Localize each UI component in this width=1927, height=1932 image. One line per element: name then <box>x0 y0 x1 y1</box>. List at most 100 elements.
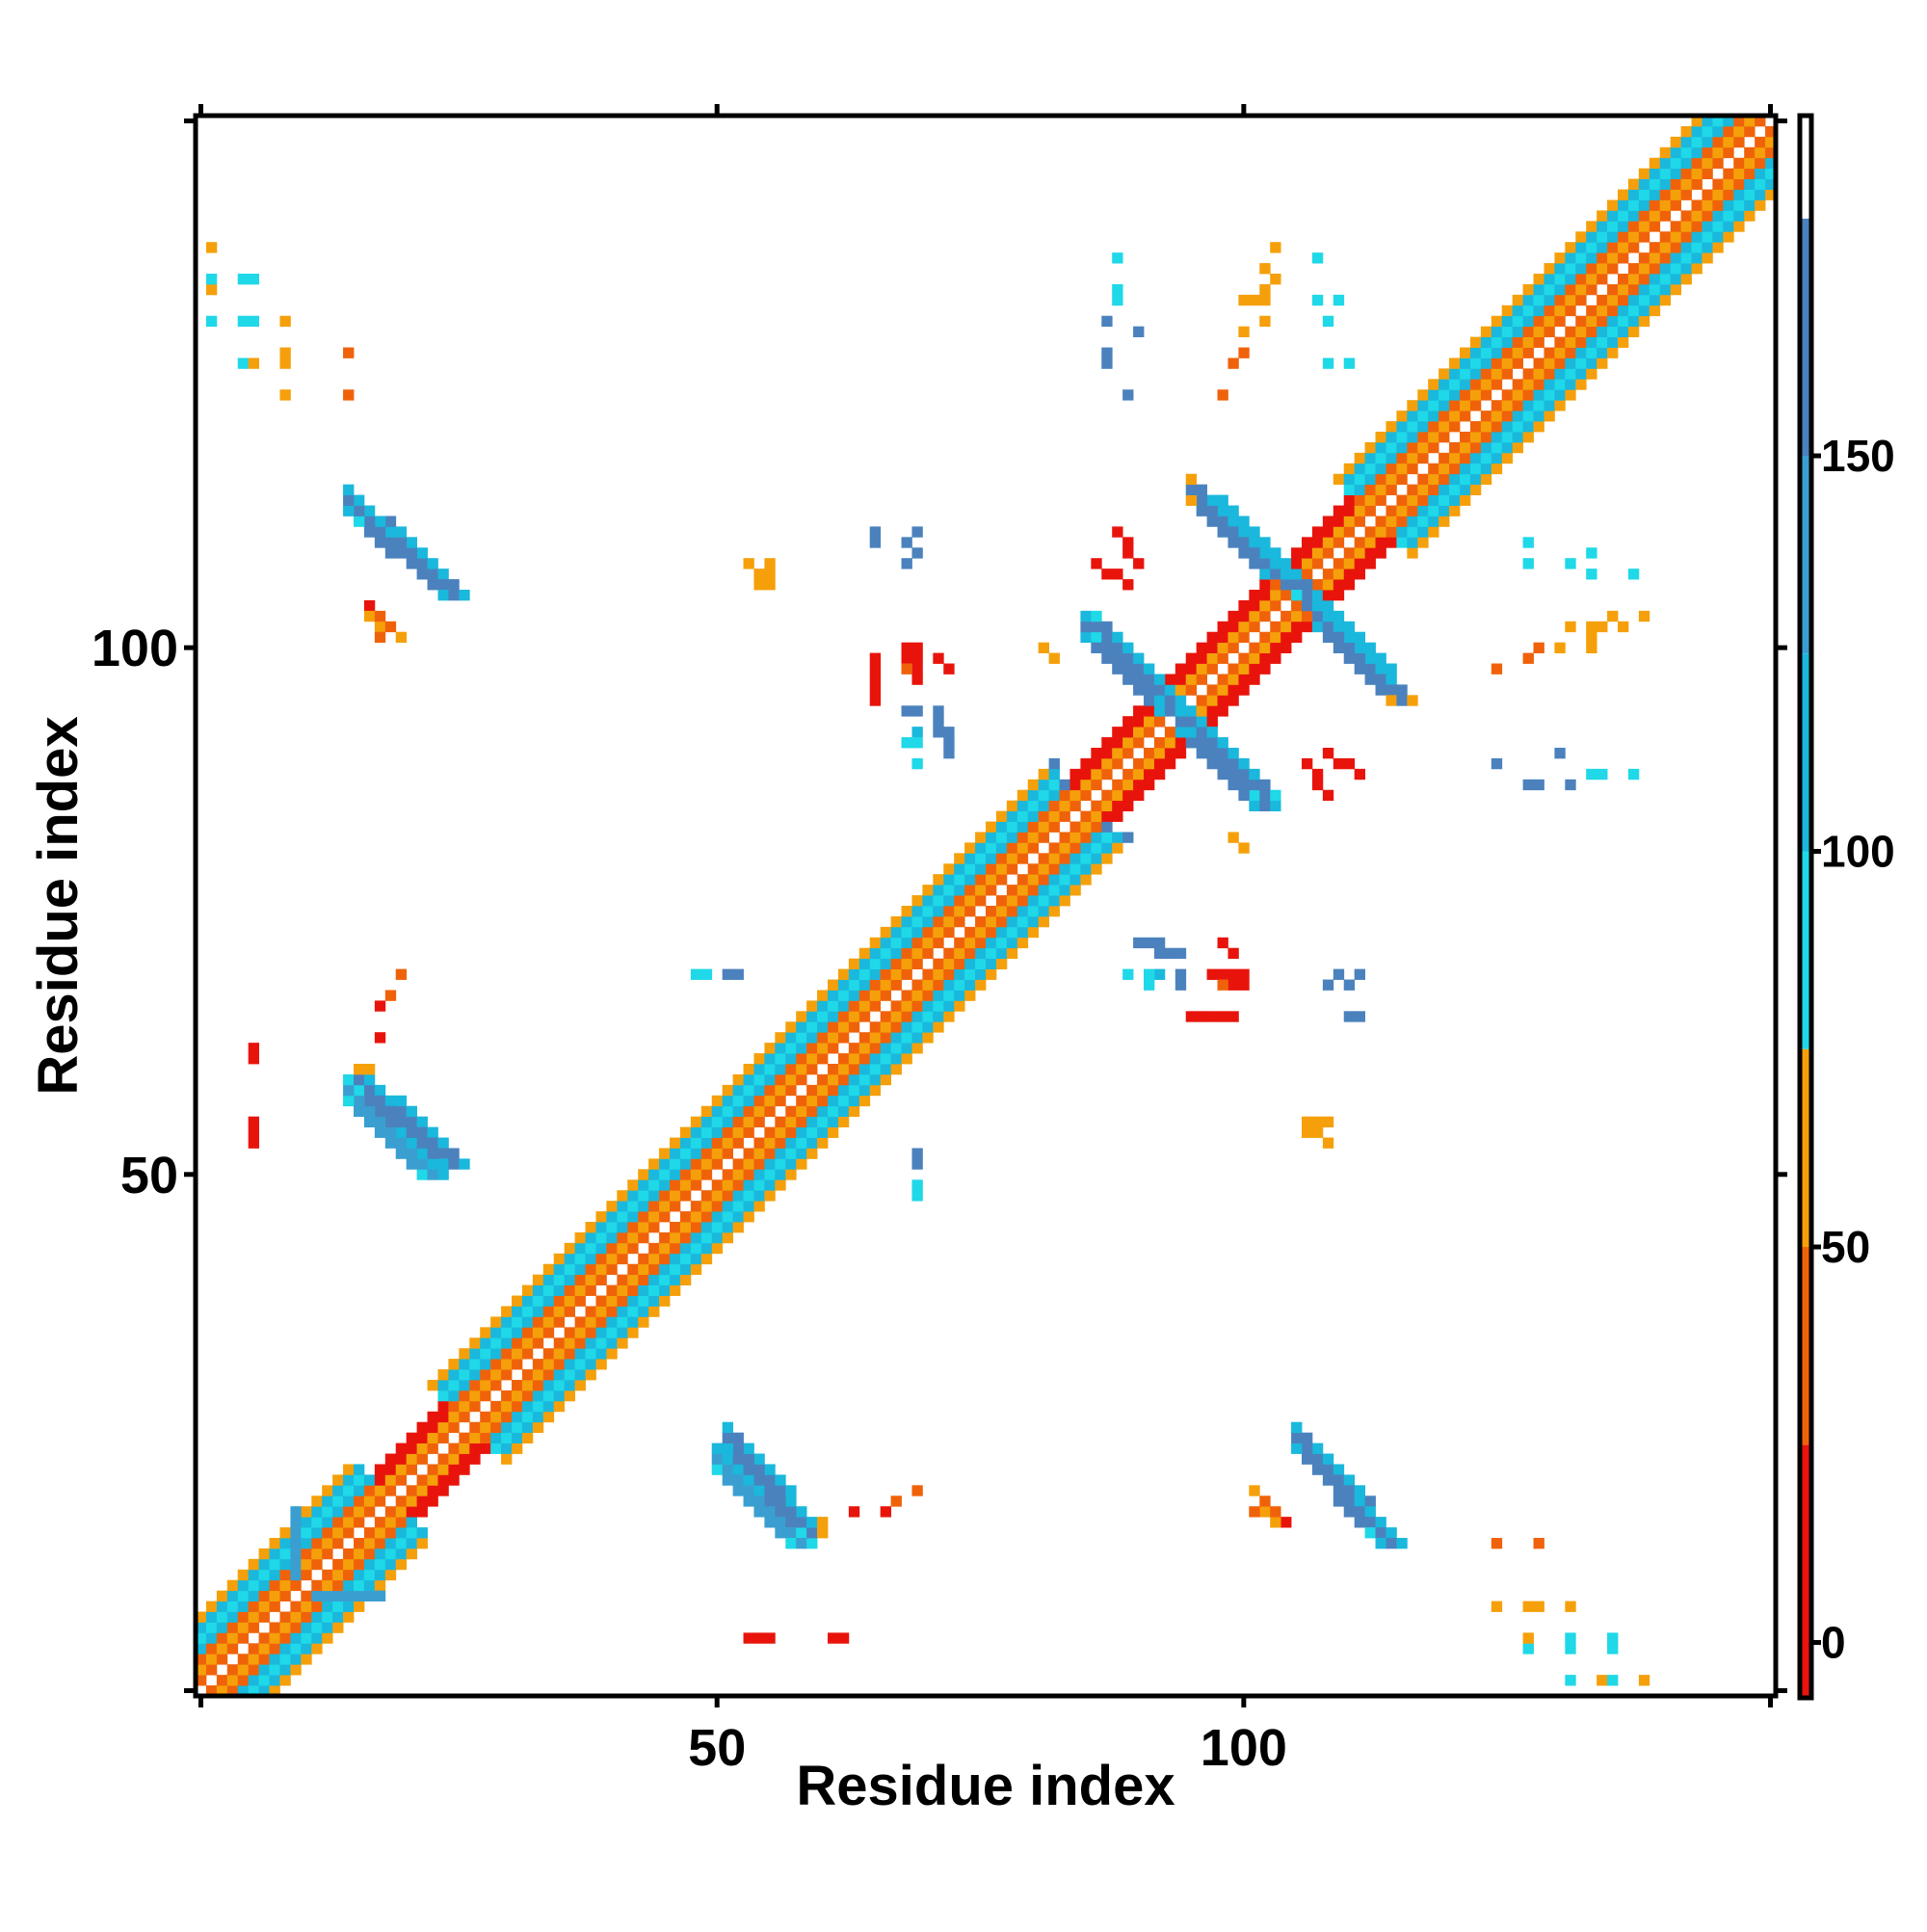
contact-cell <box>901 737 912 749</box>
contact-cell <box>1343 1474 1356 1486</box>
contact-cell <box>627 1295 639 1307</box>
x-axis-title: Residue index <box>796 1755 1175 1817</box>
contact-cell <box>911 642 923 653</box>
contact-cell <box>1733 125 1745 138</box>
contact-cell <box>1101 832 1113 843</box>
contact-cell <box>753 1064 765 1075</box>
contact-cell <box>606 1348 618 1360</box>
contact-cell <box>1501 326 1514 337</box>
contact-cell <box>775 1032 786 1044</box>
contact-cell <box>1185 674 1198 685</box>
contact-cell <box>1333 505 1345 516</box>
contact-cell <box>1522 421 1534 433</box>
contact-cell <box>1733 116 1745 127</box>
contact-cell <box>1512 421 1523 433</box>
contact-cell <box>1618 210 1629 222</box>
contact-cell <box>1259 263 1271 275</box>
contact-cell <box>1322 789 1334 802</box>
contact-cell <box>901 990 912 1001</box>
contact-cell <box>1544 347 1555 358</box>
contact-cell <box>943 874 955 886</box>
contact-cell <box>869 1053 882 1065</box>
contact-cell <box>363 1579 376 1592</box>
contact-cell <box>1354 642 1365 653</box>
contact-cell <box>785 1158 797 1170</box>
contact-cell <box>869 1000 882 1012</box>
contact-cell <box>1522 304 1534 317</box>
contact-cell <box>532 1295 544 1307</box>
contact-cell <box>427 579 438 591</box>
contact-cell <box>237 1675 250 1686</box>
contact-cell <box>290 1579 302 1592</box>
contact-cell <box>775 1095 786 1107</box>
x-tick-label: 50 <box>688 1719 746 1777</box>
contact-cell <box>764 558 776 569</box>
contact-cell <box>1597 621 1608 633</box>
contact-cell <box>564 1295 575 1307</box>
contact-cell <box>817 1527 829 1539</box>
contact-cell <box>564 1263 575 1276</box>
contact-cell <box>764 579 776 591</box>
contact-cell <box>406 1105 417 1118</box>
contact-cell <box>700 1158 713 1170</box>
contact-cell <box>311 1527 323 1539</box>
contact-cell <box>1407 400 1418 411</box>
contact-cell <box>595 1211 607 1223</box>
contact-cell <box>1322 547 1334 559</box>
contact-cell <box>858 1032 871 1044</box>
contact-cell <box>1449 421 1461 433</box>
contact-cell <box>1091 768 1102 781</box>
contact-cell <box>1597 231 1608 243</box>
contact-cell <box>700 1253 713 1265</box>
contact-cell <box>690 1158 702 1170</box>
contact-cell <box>880 1032 891 1044</box>
contact-cell <box>1038 810 1049 822</box>
contact-cell <box>332 1538 344 1549</box>
contact-cell <box>469 1380 481 1391</box>
contact-cell <box>711 1179 724 1191</box>
contact-cell <box>1112 737 1123 749</box>
contact-cell <box>743 1158 754 1170</box>
contact-cell <box>869 1073 882 1086</box>
contact-cell <box>1491 410 1503 422</box>
contact-cell <box>437 1137 449 1149</box>
contact-cell <box>395 547 408 559</box>
contact-cell <box>1586 336 1597 348</box>
contact-cell <box>1038 832 1049 843</box>
contact-cell <box>1206 652 1218 664</box>
contact-cell <box>1354 494 1365 506</box>
contact-cell <box>775 1527 786 1539</box>
contact-cell <box>1638 315 1650 328</box>
contact-cell <box>1702 146 1713 159</box>
contact-cell <box>1080 842 1092 854</box>
contact-cell <box>1259 652 1271 664</box>
contact-cell <box>1449 379 1461 390</box>
contact-cell <box>1386 452 1397 464</box>
contact-cell <box>354 1590 365 1601</box>
contact-cell <box>617 1327 628 1338</box>
contact-cell <box>1586 231 1597 243</box>
contact-cell <box>1522 379 1534 390</box>
contact-cell <box>1333 621 1345 633</box>
contact-cell <box>374 1084 386 1097</box>
contact-cell <box>1375 1517 1386 1528</box>
contact-cell <box>1554 379 1566 390</box>
contact-cell <box>1217 979 1228 991</box>
contact-cell <box>574 1253 586 1265</box>
contact-cell <box>975 979 987 991</box>
contact-cell <box>1565 304 1576 317</box>
contact-cell <box>670 1137 681 1149</box>
contact-cell <box>279 1569 291 1581</box>
contact-cell <box>1249 294 1260 306</box>
contact-cell <box>1112 727 1123 738</box>
contact-cell <box>606 1337 618 1349</box>
contact-cell <box>301 1548 312 1560</box>
contact-cell <box>975 968 987 980</box>
contact-cell <box>248 315 259 328</box>
contact-cell <box>837 1021 850 1033</box>
contact-cell <box>1607 1632 1619 1644</box>
contact-cell <box>374 1116 386 1127</box>
contact-cell <box>1522 283 1534 296</box>
contact-cell <box>1101 347 1113 358</box>
contact-cell <box>437 1474 449 1486</box>
